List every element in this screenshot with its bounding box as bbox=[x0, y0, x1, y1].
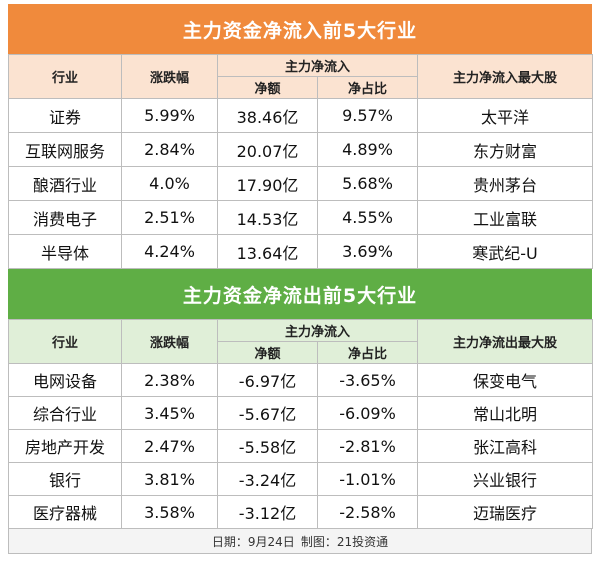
outflow-section: 主力资金净流出前5大行业 行业 涨跌幅 主力净流入 主力净流出最大股 净额 净占… bbox=[8, 269, 594, 554]
amount-cell: 13.64亿 bbox=[217, 234, 318, 269]
change-cell: 3.81% bbox=[121, 462, 218, 496]
amount-cell: 38.46亿 bbox=[217, 98, 318, 133]
table-row: 房地产开发 2.47% -5.58亿 -2.81% 张江高科 bbox=[8, 429, 594, 463]
ratio-cell: -3.65% bbox=[316, 363, 419, 397]
inflow-title: 主力资金净流入前5大行业 bbox=[8, 4, 592, 54]
industry-cell: 银行 bbox=[8, 462, 122, 496]
table-row: 医疗器械 3.58% -3.12亿 -2.58% 迈瑞医疗 bbox=[8, 495, 594, 529]
change-cell: 5.99% bbox=[121, 98, 218, 133]
industry-cell: 半导体 bbox=[8, 234, 122, 269]
header-main-net: 主力净流入 bbox=[216, 54, 419, 77]
industry-cell: 互联网服务 bbox=[8, 132, 122, 167]
industry-cell: 消费电子 bbox=[8, 200, 122, 235]
industry-cell: 房地产开发 bbox=[8, 429, 122, 463]
change-cell: 4.0% bbox=[121, 166, 218, 201]
table-row: 银行 3.81% -3.24亿 -1.01% 兴业银行 bbox=[8, 462, 594, 496]
stock-cell: 太平洋 bbox=[417, 98, 594, 133]
header-net-amount: 净额 bbox=[217, 76, 318, 99]
stock-cell: 保变电气 bbox=[417, 363, 594, 397]
stock-cell: 工业富联 bbox=[417, 200, 594, 235]
ratio-cell: -6.09% bbox=[316, 396, 419, 430]
amount-cell: 14.53亿 bbox=[217, 200, 318, 235]
footer-date: 日期：9月24日 bbox=[211, 534, 295, 549]
amount-cell: -5.58亿 bbox=[217, 429, 318, 463]
industry-cell: 证券 bbox=[8, 98, 122, 133]
table-row: 电网设备 2.38% -6.97亿 -3.65% 保变电气 bbox=[8, 363, 594, 397]
change-cell: 2.84% bbox=[121, 132, 218, 167]
inflow-table: 行业 涨跌幅 主力净流入 主力净流入最大股 净额 净占比 证券 5.99% 38… bbox=[8, 54, 594, 269]
amount-cell: 17.90亿 bbox=[217, 166, 318, 201]
page-container: 主力资金净流入前5大行业 行业 涨跌幅 主力净流入 主力净流入最大股 净额 净占… bbox=[8, 4, 594, 554]
header-industry: 行业 bbox=[8, 54, 122, 99]
header-top-stock: 主力净流出最大股 bbox=[417, 319, 594, 364]
table-row: 证券 5.99% 38.46亿 9.57% 太平洋 bbox=[8, 98, 594, 133]
amount-cell: -3.24亿 bbox=[217, 462, 318, 496]
change-cell: 2.51% bbox=[121, 200, 218, 235]
stock-cell: 寒武纪-U bbox=[417, 234, 594, 269]
header-net-ratio: 净占比 bbox=[316, 76, 419, 99]
ratio-cell: 5.68% bbox=[316, 166, 419, 201]
stock-cell: 东方财富 bbox=[417, 132, 594, 167]
industry-cell: 医疗器械 bbox=[8, 495, 122, 529]
table-row: 综合行业 3.45% -5.67亿 -6.09% 常山北明 bbox=[8, 396, 594, 430]
ratio-cell: 9.57% bbox=[316, 98, 419, 133]
ratio-cell: -2.81% bbox=[316, 429, 419, 463]
header-main-net: 主力净流入 bbox=[216, 319, 419, 342]
stock-cell: 兴业银行 bbox=[417, 462, 594, 496]
change-cell: 2.38% bbox=[121, 363, 218, 397]
footer-maker: 制图：21投资通 bbox=[300, 534, 389, 549]
table-row: 消费电子 2.51% 14.53亿 4.55% 工业富联 bbox=[8, 200, 594, 235]
amount-cell: -3.12亿 bbox=[217, 495, 318, 529]
inflow-section: 主力资金净流入前5大行业 行业 涨跌幅 主力净流入 主力净流入最大股 净额 净占… bbox=[8, 4, 594, 269]
outflow-table: 行业 涨跌幅 主力净流入 主力净流出最大股 净额 净占比 电网设备 2.38% … bbox=[8, 319, 594, 529]
change-cell: 2.47% bbox=[121, 429, 218, 463]
stock-cell: 迈瑞医疗 bbox=[417, 495, 594, 529]
table-row: 酿酒行业 4.0% 17.90亿 5.68% 贵州茅台 bbox=[8, 166, 594, 201]
ratio-cell: 4.89% bbox=[316, 132, 419, 167]
ratio-cell: 4.55% bbox=[316, 200, 419, 235]
ratio-cell: -1.01% bbox=[316, 462, 419, 496]
header-industry: 行业 bbox=[8, 319, 122, 364]
stock-cell: 张江高科 bbox=[417, 429, 594, 463]
ratio-cell: -2.58% bbox=[316, 495, 419, 529]
industry-cell: 综合行业 bbox=[8, 396, 122, 430]
table-row: 互联网服务 2.84% 20.07亿 4.89% 东方财富 bbox=[8, 132, 594, 167]
change-cell: 3.58% bbox=[121, 495, 218, 529]
header-net-amount: 净额 bbox=[217, 341, 318, 364]
change-cell: 4.24% bbox=[121, 234, 218, 269]
outflow-title: 主力资金净流出前5大行业 bbox=[8, 269, 592, 319]
industry-cell: 电网设备 bbox=[8, 363, 122, 397]
header-top-stock: 主力净流入最大股 bbox=[417, 54, 594, 99]
header-net-ratio: 净占比 bbox=[316, 341, 419, 364]
amount-cell: -6.97亿 bbox=[217, 363, 318, 397]
amount-cell: -5.67亿 bbox=[217, 396, 318, 430]
industry-cell: 酿酒行业 bbox=[8, 166, 122, 201]
table-row: 半导体 4.24% 13.64亿 3.69% 寒武纪-U bbox=[8, 234, 594, 269]
ratio-cell: 3.69% bbox=[316, 234, 419, 269]
header-change: 涨跌幅 bbox=[121, 319, 218, 364]
stock-cell: 常山北明 bbox=[417, 396, 594, 430]
footer: 日期：9月24日 制图：21投资通 bbox=[8, 529, 592, 554]
change-cell: 3.45% bbox=[121, 396, 218, 430]
stock-cell: 贵州茅台 bbox=[417, 166, 594, 201]
amount-cell: 20.07亿 bbox=[217, 132, 318, 167]
header-change: 涨跌幅 bbox=[121, 54, 218, 99]
